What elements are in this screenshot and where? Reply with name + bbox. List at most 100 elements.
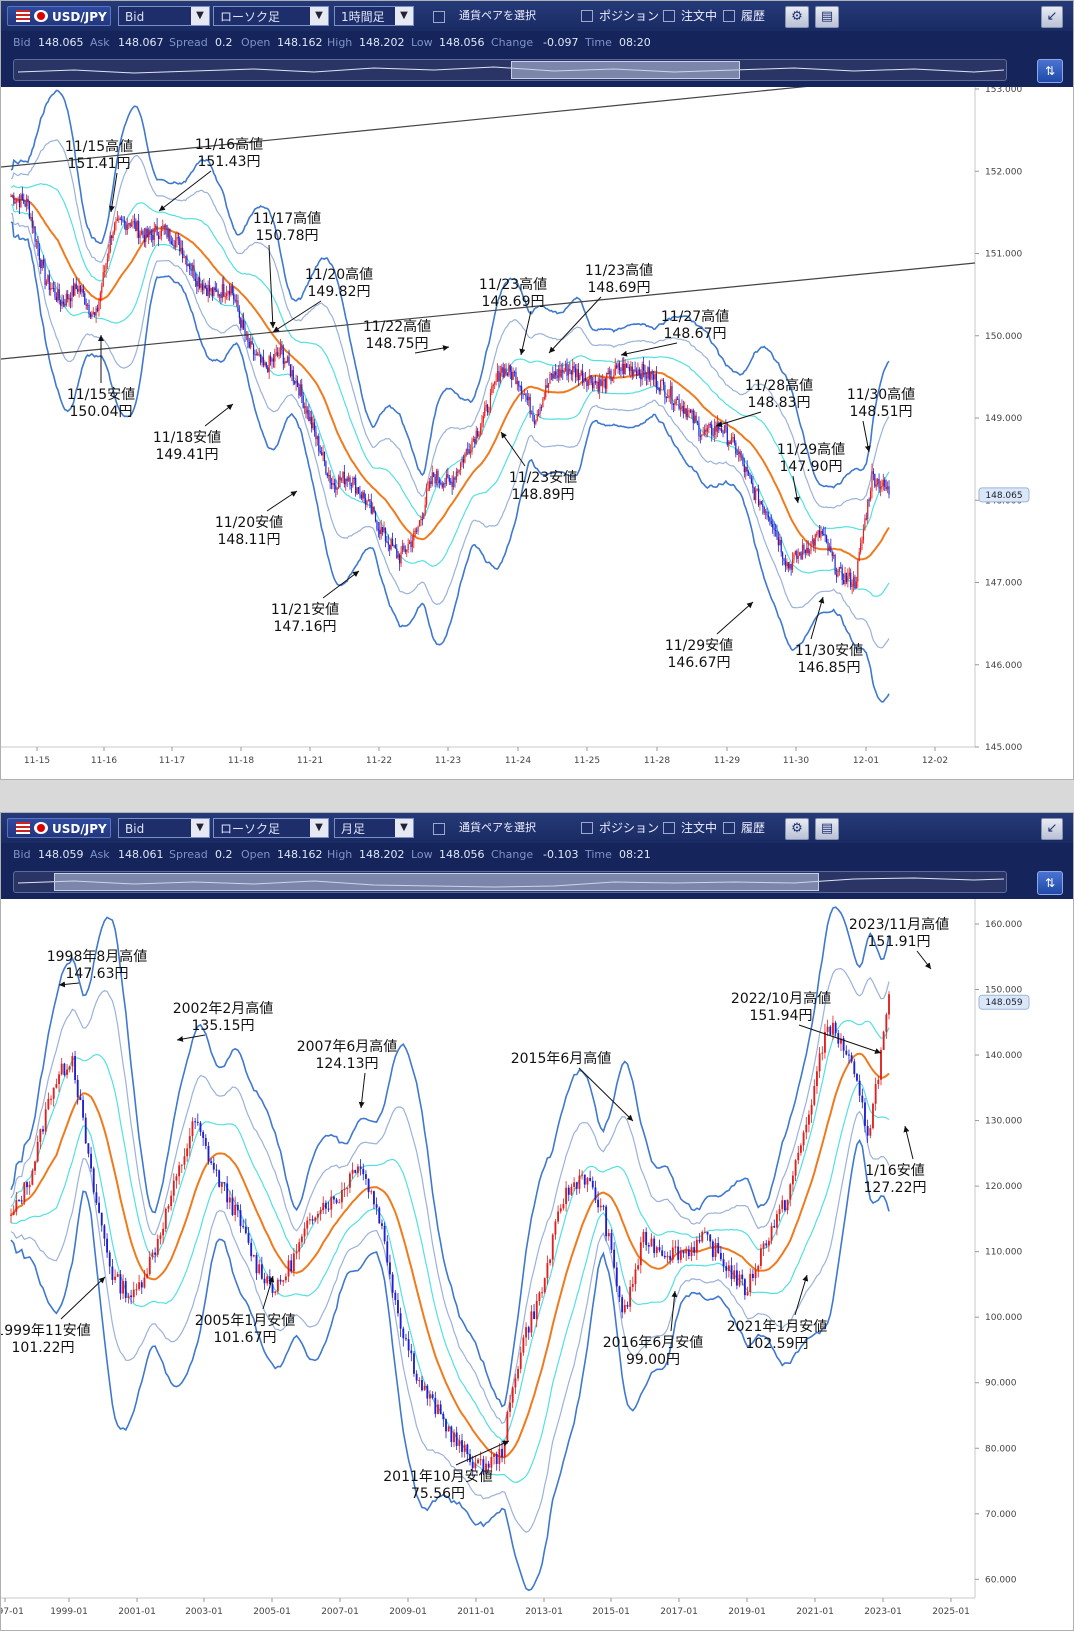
candle-body <box>356 1166 359 1173</box>
candle-body <box>482 416 484 423</box>
position-checkbox[interactable] <box>581 10 593 22</box>
candle-body <box>113 223 116 233</box>
price-type-select[interactable]: Bid ▼ <box>118 6 210 26</box>
candle-body <box>393 545 395 547</box>
currency-pair-button[interactable]: USD/JPY <box>7 6 111 26</box>
candle-body <box>858 552 860 561</box>
candle-body <box>98 301 100 311</box>
chevron-down-icon: ▼ <box>395 7 413 25</box>
navigator-expand-icon[interactable]: ⇅ <box>1037 59 1063 83</box>
chart-settings-icon[interactable]: ⚙ <box>785 6 809 28</box>
x-tick-label: 2023-01 <box>864 1607 902 1617</box>
chart-settings-icon[interactable]: ⚙ <box>785 818 809 840</box>
candle-body <box>545 385 547 397</box>
candle-body <box>691 410 693 413</box>
price-type-select[interactable]: Bid ▼ <box>118 818 210 838</box>
candle-body <box>343 471 345 485</box>
candle-body <box>840 566 842 568</box>
pair-select-checkbox[interactable] <box>433 11 445 23</box>
candle-body <box>173 245 175 248</box>
candle-body <box>540 407 543 409</box>
candle-body <box>789 1184 792 1200</box>
history-checkbox[interactable] <box>723 822 735 834</box>
navigator-track[interactable] <box>13 871 1007 893</box>
candle-body <box>678 399 680 409</box>
candle-body <box>440 482 442 484</box>
candle-body <box>316 1213 319 1218</box>
candle-body <box>722 1259 725 1267</box>
orders-checkbox[interactable] <box>663 10 675 22</box>
candle-body <box>339 476 341 481</box>
candle-body <box>68 298 70 300</box>
candle-body <box>326 473 328 477</box>
chart-type-select[interactable]: ローソク足 ▼ <box>213 818 329 838</box>
candle-body <box>282 1280 285 1282</box>
y-tick-label: 149.000 <box>985 414 1022 424</box>
timeframe-select[interactable]: 1時間足 ▼ <box>334 6 414 26</box>
annotation-price: 147.63円 <box>66 966 129 982</box>
candle-body <box>602 1205 605 1207</box>
navigator-track[interactable] <box>13 59 1007 81</box>
hourly-chart-canvas[interactable]: 145.000146.000147.000148.000149.000150.0… <box>1 87 1073 780</box>
chart-window-icon[interactable]: ▤ <box>815 818 839 840</box>
candle-body <box>655 373 657 388</box>
candle-body <box>589 1177 592 1181</box>
candle-body <box>699 436 701 438</box>
chart-window-icon[interactable]: ▤ <box>815 6 839 28</box>
candle-body <box>123 221 126 223</box>
minimize-icon[interactable]: ↙ <box>1041 6 1063 28</box>
candle-body <box>754 1269 757 1279</box>
candle-body <box>799 552 801 556</box>
candle-body <box>58 289 60 301</box>
candle-body <box>458 470 460 472</box>
monthly-chart-canvas[interactable]: 60.000 70.000 80.000 90.000 100.000 110.000 12… <box>1 899 1073 1631</box>
candle-body <box>853 1061 856 1074</box>
candle-body <box>360 494 362 499</box>
candle-body <box>382 527 384 532</box>
candle-body <box>421 1380 423 1391</box>
pair-select-checkbox[interactable] <box>433 823 445 835</box>
annotation-price: 146.67円 <box>668 655 731 671</box>
candle-body <box>864 518 866 530</box>
orders-checkbox[interactable] <box>663 822 675 834</box>
annotation-price: 151.91円 <box>868 934 931 950</box>
annotation-price: 75.56円 <box>411 1486 465 1502</box>
x-tick-label: 2011-01 <box>457 1607 495 1617</box>
current-price-tag <box>978 994 1030 1010</box>
navigator-expand-icon[interactable]: ⇅ <box>1037 871 1063 895</box>
candle-body <box>597 381 599 392</box>
candle-body <box>130 224 133 227</box>
candle-body <box>573 1182 576 1187</box>
candle-body <box>295 380 297 384</box>
currency-pair-button[interactable]: USD/JPY <box>7 818 111 838</box>
candle-body <box>521 386 523 395</box>
navigator-window[interactable] <box>53 873 820 891</box>
candle-body <box>146 1274 149 1278</box>
candle-body <box>703 1231 706 1233</box>
candle-body <box>211 288 214 297</box>
candle-body <box>119 1274 122 1294</box>
chart-type-select[interactable]: ローソク足 ▼ <box>213 6 329 26</box>
candle-body <box>291 370 293 376</box>
candle-body <box>294 381 296 384</box>
candle-body <box>457 471 459 473</box>
candle-body <box>455 1432 458 1446</box>
minimize-icon[interactable]: ↙ <box>1041 818 1063 840</box>
candle-body <box>685 408 687 418</box>
candle-body <box>54 288 56 297</box>
candle-body <box>223 284 225 297</box>
candle-body <box>128 223 130 225</box>
candle-body <box>694 415 696 424</box>
candle-body <box>677 398 679 400</box>
candle-body <box>21 194 23 200</box>
navigator-window[interactable] <box>511 61 740 79</box>
candle-body <box>175 1176 178 1181</box>
history-checkbox[interactable] <box>723 10 735 22</box>
candle-body <box>380 527 382 534</box>
candle-body <box>348 1173 351 1188</box>
position-checkbox[interactable] <box>581 822 593 834</box>
candle-body <box>759 1248 762 1266</box>
timeframe-select[interactable]: 月足 ▼ <box>334 818 414 838</box>
candle-body <box>746 1292 749 1296</box>
candle-body <box>147 229 150 238</box>
